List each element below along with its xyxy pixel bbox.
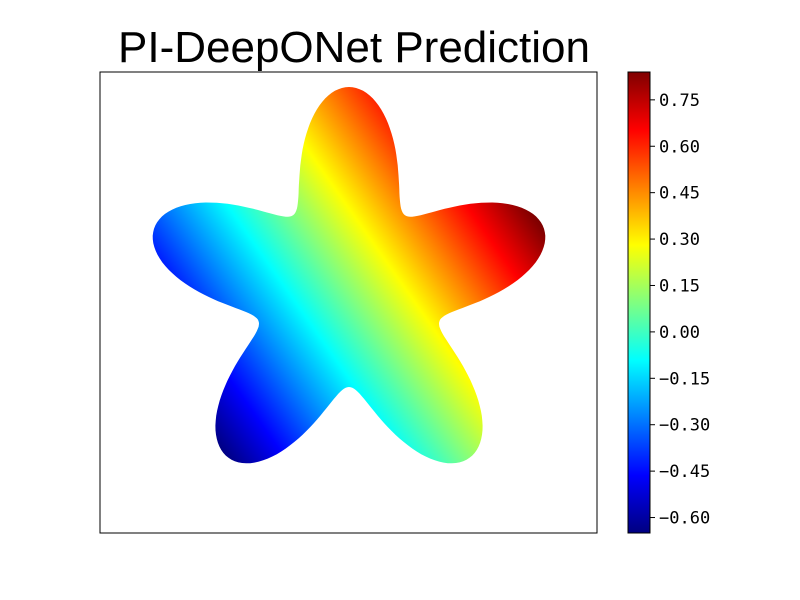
colorbar-tick-label: 0.15 <box>659 276 700 296</box>
chart-title: PI-DeepONet Prediction <box>118 23 590 72</box>
prediction-field-region <box>152 87 546 464</box>
colorbar-tick-label: −0.30 <box>659 416 710 436</box>
colorbar-tick-label: −0.60 <box>659 509 710 529</box>
colorbar <box>627 71 651 534</box>
colorbar-tick-label: 0.45 <box>659 184 700 204</box>
colorbar-tick-label: −0.45 <box>659 462 710 482</box>
colorbar-tick-label: −0.15 <box>659 369 710 389</box>
colorbar-tick-label: 0.75 <box>659 91 700 111</box>
colorbar-tick-label: 0.00 <box>659 323 700 343</box>
colorbar-tick-label: 0.30 <box>659 230 700 250</box>
colorbar-tick-label: 0.60 <box>659 137 700 157</box>
colorbar-ticks: 0.75 0.60 0.45 0.30 0.15 0.00 −0.15 −0.30 −0.45 −… <box>650 91 710 529</box>
